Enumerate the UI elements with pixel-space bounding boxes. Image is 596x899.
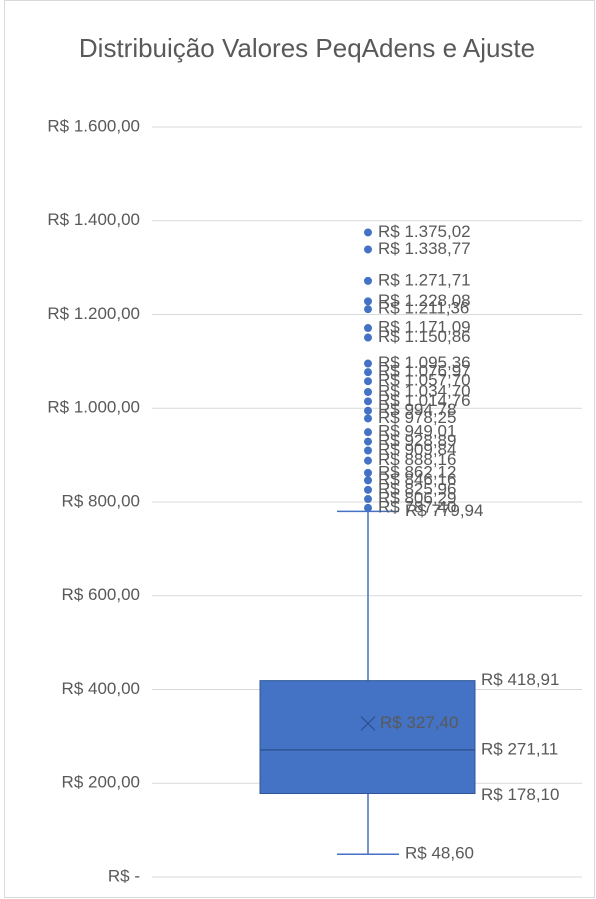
outlier-label: R$ 787,40 bbox=[378, 497, 456, 516]
q1-label: R$ 178,10 bbox=[481, 785, 559, 804]
outlier bbox=[364, 456, 372, 465]
y-tick-label: R$ 1.600,00 bbox=[47, 116, 140, 135]
outlier bbox=[364, 414, 372, 423]
outlier-label: R$ 1.034,70 bbox=[378, 381, 471, 400]
outlier-label: R$ 888,16 bbox=[378, 450, 456, 469]
outlier-label: R$ 1.057,70 bbox=[378, 371, 471, 390]
outlier bbox=[364, 245, 372, 254]
outlier-label: R$ 1.211,36 bbox=[378, 299, 469, 318]
outlier-label: R$ 994,78 bbox=[378, 400, 456, 419]
mean-label: R$ 327,40 bbox=[380, 713, 458, 732]
outlier-label: R$ 846,16 bbox=[378, 470, 456, 489]
outlier bbox=[364, 428, 372, 437]
outlier bbox=[364, 368, 372, 377]
outlier bbox=[364, 276, 372, 285]
outlier bbox=[364, 476, 372, 485]
outlier bbox=[364, 437, 372, 446]
min-label: R$ 48,60 bbox=[405, 844, 474, 863]
y-tick-label: R$ 1.000,00 bbox=[47, 398, 140, 417]
outlier-label: R$ 1.375,02 bbox=[378, 222, 471, 241]
mean-marker bbox=[360, 716, 376, 732]
outlier-label: R$ 1.171,09 bbox=[378, 318, 471, 337]
y-tick-label: R$ 1.400,00 bbox=[47, 210, 140, 229]
max-label: R$ 779,94 bbox=[405, 501, 483, 520]
outlier bbox=[364, 468, 372, 477]
outlier-label: R$ 1.014,76 bbox=[378, 391, 471, 410]
y-tick-label: R$ 600,00 bbox=[62, 585, 140, 604]
y-tick-label: R$ 1.200,00 bbox=[47, 304, 140, 323]
outlier-label: R$ 1.338,77 bbox=[378, 239, 471, 258]
outlier bbox=[364, 228, 372, 237]
outlier-label: R$ 825,96 bbox=[378, 479, 456, 498]
outlier-label: R$ 1.076,97 bbox=[378, 362, 471, 381]
outlier bbox=[364, 397, 372, 406]
outlier-label: R$ 928,89 bbox=[378, 431, 456, 450]
outlier-label: R$ 1.095,36 bbox=[378, 353, 471, 372]
outlier bbox=[364, 377, 372, 386]
y-tick-label: R$ 400,00 bbox=[62, 679, 140, 698]
y-tick-label: R$ 200,00 bbox=[62, 773, 140, 792]
outlier-label: R$ 1.271,71 bbox=[378, 270, 471, 289]
median-label: R$ 271,11 bbox=[481, 739, 558, 758]
outlier bbox=[364, 406, 372, 415]
outlier bbox=[364, 485, 372, 494]
outlier bbox=[364, 503, 372, 512]
outlier bbox=[364, 324, 372, 333]
outlier bbox=[364, 305, 372, 314]
outlier bbox=[364, 446, 372, 455]
outlier bbox=[364, 387, 372, 396]
y-tick-label: R$ 800,00 bbox=[62, 491, 140, 510]
outlier-label: R$ 1.228,08 bbox=[378, 291, 471, 310]
outlier bbox=[364, 359, 372, 368]
outlier-label: R$ 978,25 bbox=[378, 408, 456, 427]
y-tick-label: R$ - bbox=[108, 866, 140, 885]
box bbox=[259, 680, 476, 795]
q3-label: R$ 418,91 bbox=[481, 670, 559, 689]
outlier bbox=[364, 495, 372, 504]
outlier-label: R$ 806,29 bbox=[378, 489, 456, 508]
outlier bbox=[364, 333, 372, 342]
outlier-label: R$ 1.150,86 bbox=[378, 327, 471, 346]
chart-title: Distribuição Valores PeqAdens e Ajuste bbox=[78, 33, 536, 63]
outlier-label: R$ 909,84 bbox=[378, 440, 456, 459]
chart-border bbox=[4, 0, 595, 898]
outlier-label: R$ 862,12 bbox=[378, 462, 456, 481]
outlier-label: R$ 949,01 bbox=[378, 422, 456, 441]
outlier bbox=[364, 297, 372, 306]
